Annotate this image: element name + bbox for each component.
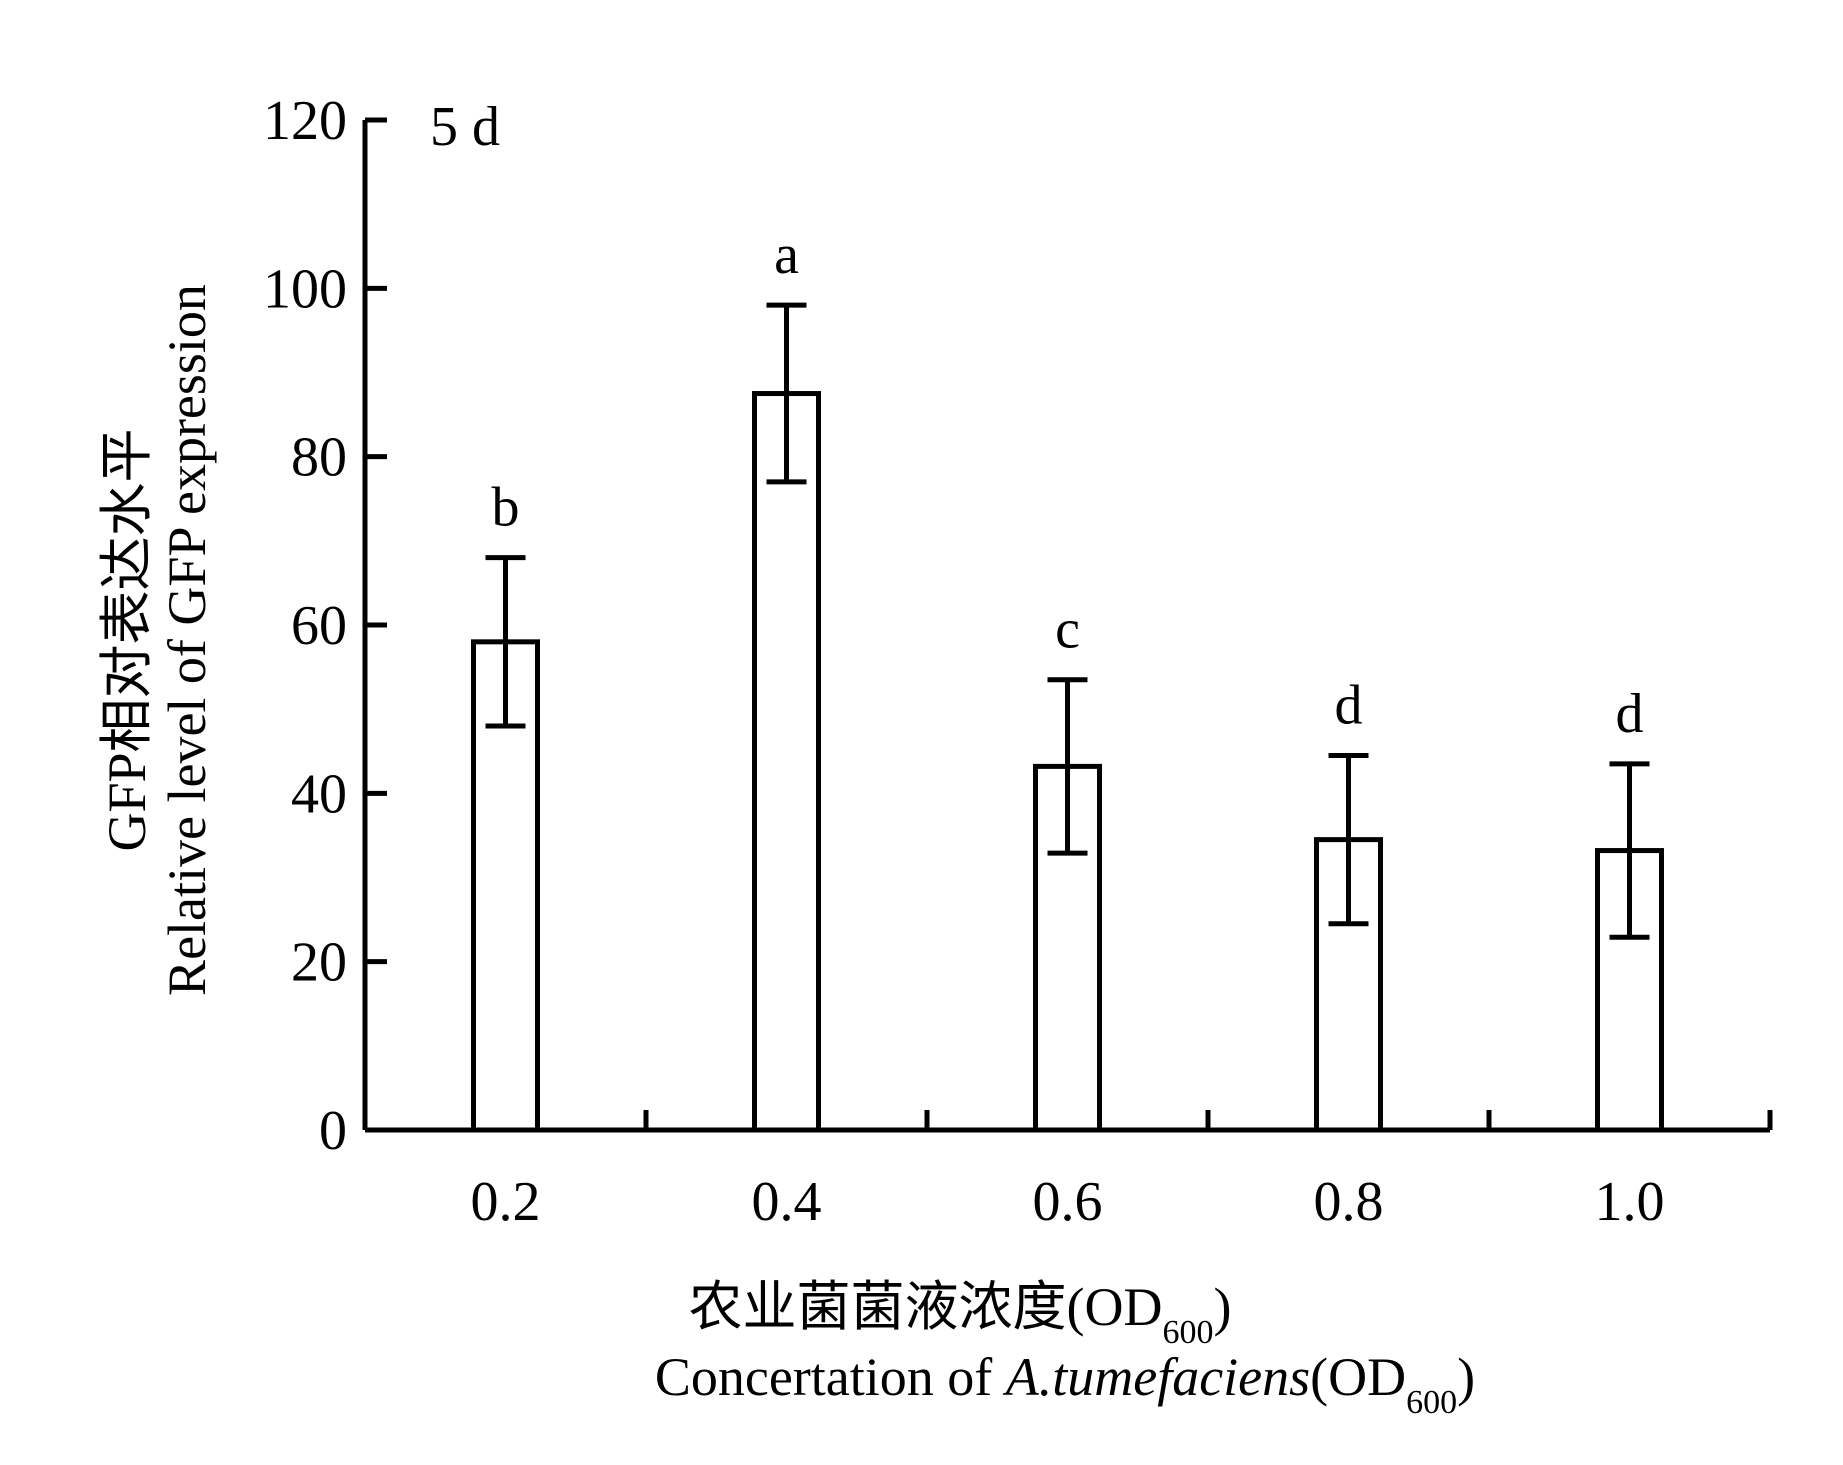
x-axis-title-cn-end: ) (1214, 1277, 1232, 1337)
x-tick-label: 0.2 (471, 1171, 541, 1233)
x-axis-title-cn: 农业菌菌液浓度(OD600) (689, 1277, 1232, 1351)
bars (471, 302, 1664, 1133)
x-axis-title-en: Concertation of A.tumefaciens(OD600) (655, 1347, 1475, 1421)
x-axis-title-cn-main: 农业菌菌液浓度(OD (689, 1277, 1163, 1337)
y-tick-label: 0 (319, 1100, 347, 1162)
x-tick-label: 1.0 (1595, 1171, 1665, 1233)
x-axis-title-en-prefix: Concertation of (655, 1347, 1006, 1407)
y-tick-label: 40 (291, 763, 347, 825)
significance-letter: d (1335, 674, 1363, 736)
axes: 0 20 40 60 80 100 120 (263, 90, 1773, 1162)
bar (752, 391, 821, 1133)
x-axis-title-en-suffix: (OD (1310, 1347, 1406, 1407)
panel-label: 5 d (430, 96, 500, 158)
x-axis-title-en-end: ) (1457, 1347, 1475, 1407)
y-tick-label: 120 (263, 90, 347, 152)
significance-letter: c (1055, 599, 1080, 661)
x-axis-title-cn-sub: 600 (1163, 1314, 1214, 1351)
significance-letter: d (1616, 683, 1644, 745)
y-tick-label: 20 (291, 932, 347, 994)
x-tick-label: 0.8 (1314, 1171, 1384, 1233)
x-axis-title-en-sub: 600 (1406, 1384, 1457, 1421)
x-tick-label: 0.6 (1033, 1171, 1103, 1233)
significance-letter: b (492, 477, 520, 539)
x-tick-label: 0.4 (752, 1171, 822, 1233)
y-axis-title-cn: GFP相对表达水平 (97, 428, 157, 851)
x-axis-title-en-italic: A.tumefaciens (1003, 1347, 1310, 1407)
y-tick-label: 100 (263, 258, 347, 320)
significance-letter: a (774, 224, 799, 286)
labels: b 0.2 a 0.4 c 0.6 d 0.8 d 1.0 (471, 224, 1665, 1233)
y-tick-label: 80 (291, 427, 347, 489)
y-axis-title-en: Relative level of GFP expression (157, 284, 217, 996)
y-tick-label: 60 (291, 595, 347, 657)
